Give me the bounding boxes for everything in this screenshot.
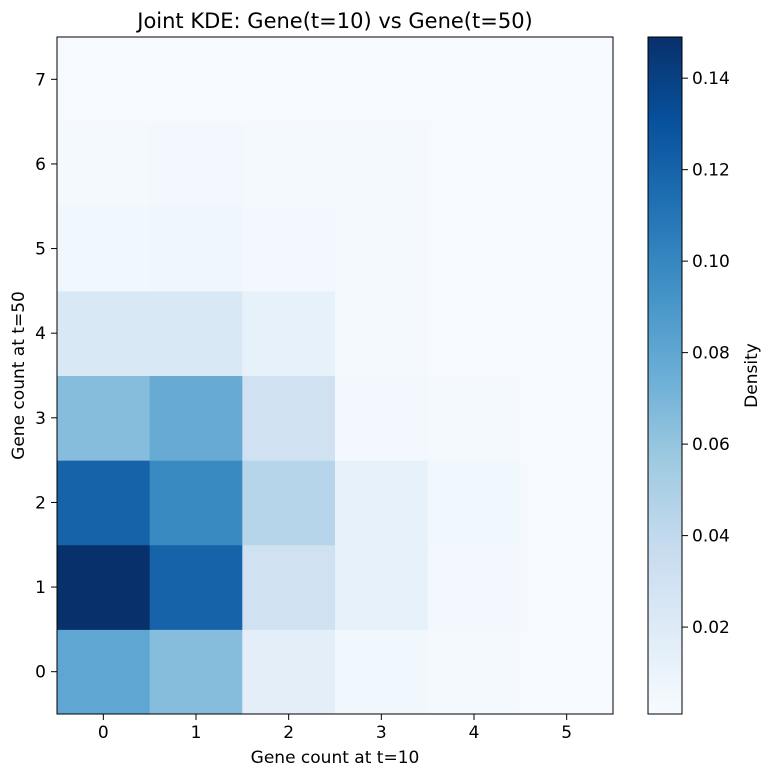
- heatmap-cell: [520, 37, 614, 123]
- heatmap-cell: [335, 206, 429, 292]
- heatmap-cell: [242, 37, 336, 123]
- y-tick-label: 4: [35, 324, 46, 344]
- heatmap-cell: [520, 375, 614, 461]
- heatmap-cell: [149, 37, 243, 123]
- colorbar-tick-label: 0.06: [692, 435, 730, 455]
- heatmap-cell: [520, 629, 614, 715]
- y-tick-label: 0: [35, 663, 46, 683]
- y-tick-label: 3: [35, 409, 46, 429]
- heatmap-cell: [335, 37, 429, 123]
- heatmap-cell: [335, 290, 429, 377]
- heatmap-cell: [427, 290, 521, 377]
- heatmap-cell: [149, 460, 243, 546]
- heatmap-cell: [242, 460, 336, 546]
- heatmap-cells: [57, 37, 614, 715]
- heatmap-cell: [149, 544, 243, 630]
- heatmap-cell: [149, 121, 243, 207]
- heatmap-cell: [335, 544, 429, 630]
- heatmap-cell: [149, 629, 243, 715]
- heatmap-cell: [149, 290, 243, 377]
- y-tick-label: 1: [35, 578, 46, 598]
- heatmap-cell: [57, 37, 151, 123]
- heatmap-cell: [57, 375, 151, 461]
- heatmap-cell: [57, 290, 151, 377]
- heatmap-cell: [57, 121, 151, 207]
- heatmap-cell: [520, 121, 614, 207]
- heatmap-cell: [242, 544, 336, 630]
- y-tick-label: 6: [35, 155, 46, 175]
- heatmap-cell: [57, 206, 151, 292]
- heatmap-cell: [57, 629, 151, 715]
- heatmap-cell: [242, 375, 336, 461]
- heatmap-cell: [520, 290, 614, 377]
- heatmap-cell: [427, 206, 521, 292]
- x-tick-label: 2: [283, 723, 294, 743]
- heatmap-cell: [57, 460, 151, 546]
- x-tick-label: 3: [376, 723, 387, 743]
- colorbar-tick-label: 0.04: [692, 527, 730, 547]
- heatmap-cell: [242, 206, 336, 292]
- colorbar-tick-label: 0.14: [692, 69, 730, 89]
- heatmap-cell: [427, 121, 521, 207]
- heatmap-cell: [242, 290, 336, 377]
- x-tick-label: 5: [561, 723, 572, 743]
- heatmap-cell: [427, 460, 521, 546]
- colorbar-ticks: 0.02 0.04 0.06 0.08 0.10 0.12 0.14: [682, 69, 730, 638]
- heatmap-cell: [242, 629, 336, 715]
- heatmap-cell: [520, 206, 614, 292]
- y-tick-label: 2: [35, 493, 46, 513]
- y-axis-label: Gene count at t=50: [9, 291, 29, 460]
- plot-frame: [56, 36, 614, 715]
- colorbar: [647, 36, 683, 715]
- colorbar-tick-label: 0.08: [692, 344, 730, 364]
- x-axis-ticks: 0 1 2 3 4 5: [98, 714, 572, 743]
- y-axis-ticks: 0 1 2 3 4 5 6 7: [35, 70, 57, 683]
- heatmap-cell: [335, 629, 429, 715]
- y-tick-label: 7: [35, 70, 46, 90]
- heatmap-cell: [149, 206, 243, 292]
- y-tick-label: 5: [35, 240, 46, 260]
- heatmap-cell: [427, 375, 521, 461]
- x-axis-label: Gene count at t=10: [251, 748, 420, 768]
- heatmap-cell: [427, 37, 521, 123]
- heatmap-cell: [335, 460, 429, 546]
- colorbar-tick-label: 0.12: [692, 161, 730, 181]
- heatmap-cell: [242, 121, 336, 207]
- heatmap-cell: [427, 544, 521, 630]
- x-tick-label: 0: [98, 723, 109, 743]
- heatmap-cell: [520, 544, 614, 630]
- heatmap-cell: [57, 544, 151, 630]
- chart-title: Joint KDE: Gene(t=10) vs Gene(t=50): [135, 9, 533, 33]
- heatmap-cell: [335, 375, 429, 461]
- heatmap-cell: [149, 375, 243, 461]
- heatmap-cell: [520, 460, 614, 546]
- x-tick-label: 4: [469, 723, 480, 743]
- colorbar-tick-label: 0.02: [692, 618, 730, 638]
- heatmap-cell: [335, 121, 429, 207]
- heatmap-cell: [427, 629, 521, 715]
- colorbar-label: Density: [742, 343, 762, 408]
- colorbar-tick-label: 0.10: [692, 252, 730, 272]
- x-tick-label: 1: [191, 723, 202, 743]
